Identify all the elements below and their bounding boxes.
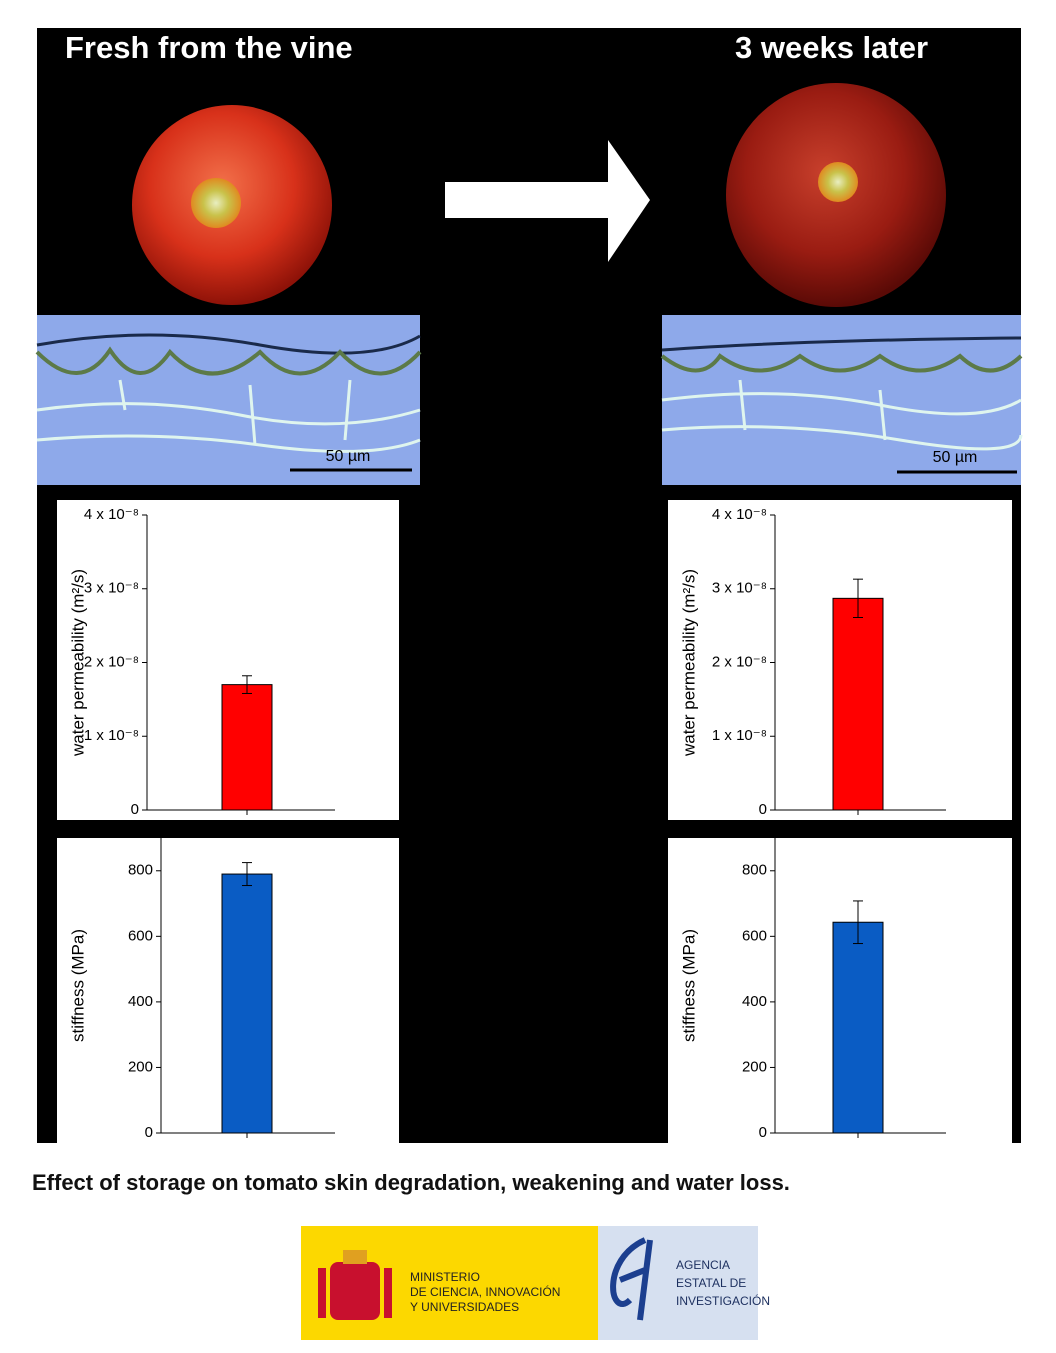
agency-mark bbox=[610, 1237, 653, 1321]
y-tick-label: 3 x 10⁻⁸ bbox=[712, 580, 767, 597]
bar bbox=[832, 597, 884, 811]
logo-text: AGENCIA bbox=[676, 1258, 730, 1272]
y-tick-label: 200 bbox=[128, 1058, 153, 1075]
bar bbox=[832, 921, 884, 1134]
right-title: 3 weeks later bbox=[735, 30, 928, 65]
y-tick-label: 4 x 10⁻⁸ bbox=[712, 506, 767, 523]
bar bbox=[221, 684, 273, 811]
y-axis-label: stiffness (MPa) bbox=[679, 929, 698, 1042]
tomato-stem bbox=[818, 162, 858, 202]
y-tick-label: 400 bbox=[742, 993, 767, 1010]
caption: Effect of storage on tomato skin degrada… bbox=[32, 1170, 790, 1195]
y-tick-label: 0 bbox=[759, 1124, 767, 1141]
y-tick-label: 0 bbox=[131, 801, 139, 818]
y-tick-label: 800 bbox=[742, 862, 767, 879]
y-tick-label: 0 bbox=[145, 1124, 153, 1141]
y-tick-label: 400 bbox=[128, 993, 153, 1010]
left-title: Fresh from the vine bbox=[65, 30, 353, 65]
micrograph-left: 50 µm bbox=[35, 315, 422, 485]
tomato-stem bbox=[191, 178, 241, 228]
logo-text: ESTATAL DE bbox=[676, 1276, 746, 1290]
y-tick-label: 0 bbox=[759, 801, 767, 818]
bar bbox=[221, 873, 273, 1134]
agency-logo bbox=[598, 1226, 758, 1340]
logo-text: Y UNIVERSIDADES bbox=[410, 1300, 519, 1314]
y-tick-label: 200 bbox=[742, 1058, 767, 1075]
y-tick-label: 600 bbox=[742, 927, 767, 944]
micrograph-right: 50 µm bbox=[660, 315, 1023, 485]
scale-bar-label: 50 µm bbox=[326, 448, 371, 465]
y-tick-label: 1 x 10⁻⁸ bbox=[712, 727, 767, 744]
logo-text: MINISTERIO bbox=[410, 1270, 480, 1284]
y-axis-label: water permeability (m²/s) bbox=[68, 569, 87, 757]
y-tick-label: 4 x 10⁻⁸ bbox=[84, 506, 139, 523]
logo-text: INVESTIGACIÓN bbox=[676, 1293, 770, 1308]
y-tick-label: 2 x 10⁻⁸ bbox=[84, 653, 139, 670]
y-tick-label: 600 bbox=[128, 927, 153, 944]
logo-text: DE CIENCIA, INNOVACIÓN bbox=[410, 1284, 560, 1299]
arrow bbox=[445, 140, 650, 262]
scale-bar-label: 50 µm bbox=[933, 449, 978, 466]
y-tick-label: 2 x 10⁻⁸ bbox=[712, 653, 767, 670]
coat-of-arms bbox=[318, 1250, 392, 1320]
y-tick-label: 800 bbox=[128, 862, 153, 879]
y-tick-label: 3 x 10⁻⁸ bbox=[84, 580, 139, 597]
y-axis-label: water permeability (m²/s) bbox=[679, 569, 698, 757]
y-axis-label: stiffness (MPa) bbox=[68, 929, 87, 1042]
y-tick-label: 1 x 10⁻⁸ bbox=[84, 727, 139, 744]
